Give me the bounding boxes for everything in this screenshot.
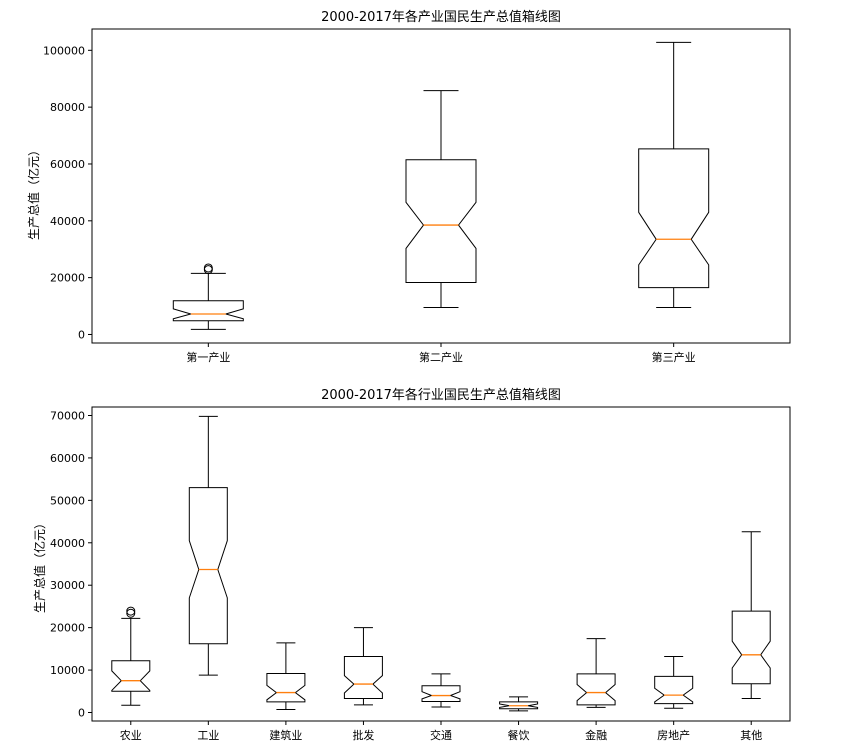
box-3	[638, 41, 710, 308]
top-subplot: 2000-2017年各产业国民生产总值箱线图 生产总值（亿元） 0 20000 40…	[26, 9, 791, 364]
x-tick-label: 房地产	[657, 728, 690, 742]
x-tick-label: 批发	[352, 728, 374, 742]
x-tick-label: 第三产业	[652, 350, 696, 364]
y-tick-label: 60000	[50, 158, 85, 171]
x-tick-label: 建筑业	[269, 728, 302, 742]
y-tick-label: 60000	[50, 452, 85, 465]
y-tick-label: 100000	[43, 44, 85, 57]
y-tick-label: 40000	[50, 215, 85, 228]
outlier-point	[126, 606, 136, 616]
top-plot-frame	[91, 28, 791, 344]
box-8	[654, 656, 694, 709]
x-tick-label: 金融	[585, 728, 607, 742]
box-9	[731, 531, 771, 700]
bottom-chart-title: 2000-2017年各行业国民生产总值箱线图	[321, 387, 561, 403]
box-body	[421, 685, 461, 702]
top-x-ticks: 第一产业 第二产业 第三产业	[186, 343, 696, 364]
box-body	[405, 159, 477, 283]
y-tick-label: 0	[78, 707, 85, 720]
bottom-subplot: 2000-2017年各行业国民生产总值箱线图 生产总值（亿元） 0 10000 20…	[32, 387, 791, 742]
box-7	[576, 638, 616, 708]
top-chart-title: 2000-2017年各产业国民生产总值箱线图	[321, 9, 561, 25]
top-boxes	[172, 41, 710, 330]
bottom-y-ticks: 0 10000 20000 30000 40000 50000 60000 70000	[50, 409, 92, 720]
y-tick-label: 30000	[50, 579, 85, 592]
box-body	[111, 660, 151, 692]
box-body	[343, 656, 383, 699]
box-4	[343, 627, 383, 706]
x-tick-label: 农业	[120, 728, 142, 742]
y-tick-label: 0	[78, 328, 85, 341]
y-tick-label: 70000	[50, 409, 85, 422]
x-tick-label: 第一产业	[186, 350, 230, 364]
y-tick-label: 80000	[50, 101, 85, 114]
outlier-point	[126, 608, 136, 618]
y-tick-label: 40000	[50, 537, 85, 550]
box-5	[421, 673, 461, 708]
box-1	[172, 263, 244, 330]
box-body	[576, 673, 616, 706]
x-tick-label: 餐饮	[508, 728, 530, 742]
box-body	[172, 300, 244, 322]
bottom-x-ticks: 农业 工业 建筑业 批发 交通 餐饮 金融 房地产 其他	[120, 721, 762, 742]
y-tick-label: 20000	[50, 622, 85, 635]
box-1	[111, 606, 151, 706]
top-y-ticks: 0 20000 40000 60000 80000 100000	[43, 44, 92, 341]
x-tick-label: 第二产业	[419, 350, 463, 364]
top-y-axis-label: 生产总值（亿元）	[26, 144, 41, 240]
y-tick-label: 50000	[50, 494, 85, 507]
box-body	[731, 610, 771, 685]
box-6	[499, 696, 539, 712]
box-body	[654, 675, 694, 705]
bottom-y-axis-label: 生产总值（亿元）	[32, 517, 47, 613]
box-2	[188, 415, 228, 676]
box-body	[638, 148, 710, 289]
box-3	[266, 642, 306, 711]
x-tick-label: 交通	[430, 728, 452, 742]
box-body	[188, 487, 228, 645]
box-body	[266, 673, 306, 703]
bottom-plot-frame	[91, 406, 791, 722]
x-tick-label: 工业	[197, 729, 219, 742]
box-2	[405, 90, 477, 308]
outlier-point	[203, 265, 213, 275]
x-tick-label: 其他	[740, 729, 762, 742]
bottom-boxes	[111, 415, 771, 712]
y-tick-label: 10000	[50, 664, 85, 677]
y-tick-label: 20000	[50, 272, 85, 285]
outlier-point	[203, 263, 213, 273]
